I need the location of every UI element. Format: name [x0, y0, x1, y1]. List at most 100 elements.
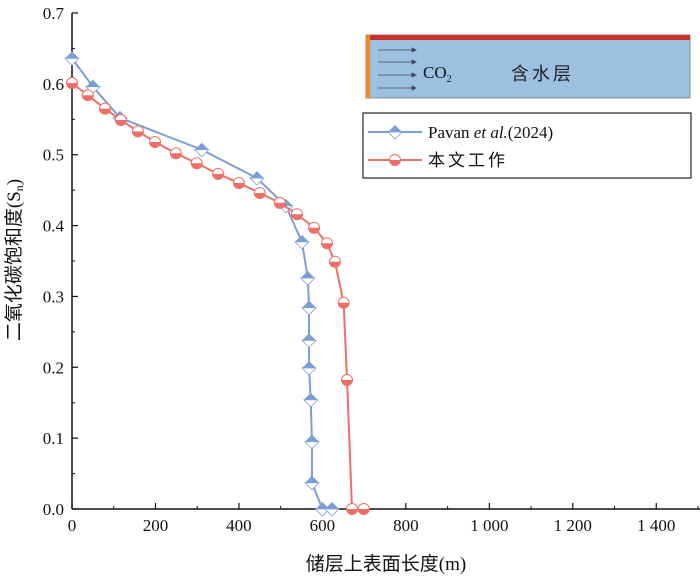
- data-point: [290, 208, 303, 221]
- co2-label: CO2: [423, 63, 452, 85]
- data-point: [328, 255, 341, 268]
- y-tick-label: 0.2: [43, 358, 64, 377]
- y-axis-label: 二氧化碳饱和度(Sn): [3, 179, 26, 341]
- circle-marker-fill: [291, 214, 303, 220]
- legend-label-this-work: 本文工作: [428, 151, 508, 170]
- diamond-marker-bottom: [324, 508, 340, 517]
- data-point: [357, 503, 370, 515]
- diamond-marker-bottom: [387, 131, 403, 140]
- x-tick-label: 800: [393, 516, 419, 535]
- data-point: [304, 475, 320, 491]
- circle-marker-fill: [389, 160, 401, 166]
- series-line: [71, 57, 332, 510]
- diamond-marker-bottom: [293, 241, 310, 250]
- diamond-marker-bottom: [64, 57, 80, 66]
- diamond-marker-bottom: [248, 177, 265, 186]
- circle-marker-fill: [115, 119, 127, 126]
- diamond-marker-bottom: [314, 508, 331, 517]
- x-tick-label: 0: [68, 516, 77, 535]
- data-point: [98, 102, 111, 115]
- circle-marker-fill: [82, 95, 94, 101]
- data-point: [324, 502, 340, 517]
- diamond-marker-top: [388, 125, 402, 132]
- diamond-marker-top: [65, 51, 79, 59]
- x-tick-label: 1 000: [470, 516, 508, 535]
- data-point: [337, 296, 350, 309]
- circle-marker-fill: [346, 509, 358, 515]
- circle-marker-fill: [341, 380, 353, 386]
- diamond-marker-top: [303, 392, 318, 400]
- data-point: [66, 77, 78, 90]
- diamond-marker-top: [294, 234, 309, 242]
- diamond-marker-top: [324, 502, 339, 509]
- data-point: [190, 157, 203, 170]
- y-tick-label: 0.1: [43, 429, 64, 448]
- data-point: [149, 135, 162, 148]
- data-point: [81, 89, 94, 102]
- diamond-marker-bottom: [304, 482, 320, 491]
- x-tick-label: 1 200: [554, 516, 592, 535]
- series-line: [71, 82, 364, 510]
- data-point: [301, 300, 318, 316]
- diamond-marker-top: [302, 360, 317, 368]
- data-point: [193, 142, 210, 158]
- legend-item-pavan: Pavan et al.(2024): [368, 123, 553, 142]
- circle-marker-fill: [254, 192, 266, 199]
- series-layer: [64, 51, 370, 517]
- diamond-marker-bottom: [302, 399, 319, 408]
- data-point: [346, 503, 359, 515]
- circle-marker-fill: [329, 261, 341, 268]
- legend-marker-diamond-icon: [387, 125, 403, 140]
- circle-marker-fill: [99, 108, 111, 115]
- diamond-marker-top: [304, 434, 319, 442]
- y-tick-label: 0.7: [43, 4, 65, 23]
- legend: Pavan et al.(2024) 本文工作: [362, 112, 692, 179]
- diamond-marker-top: [315, 502, 330, 509]
- data-point: [308, 221, 321, 234]
- data-point: [114, 113, 127, 126]
- diamond-marker-top: [249, 171, 264, 179]
- circle-marker-fill: [149, 141, 161, 148]
- circle-marker-fill: [132, 131, 144, 137]
- data-point: [232, 177, 245, 190]
- y-tick-label: 0.4: [43, 217, 65, 236]
- caprock-layer: [366, 35, 690, 40]
- data-point: [299, 271, 316, 286]
- diamond-marker-bottom: [193, 149, 210, 158]
- legend-label-pavan: Pavan et al.(2024): [428, 123, 553, 142]
- diamond-marker-bottom: [304, 441, 320, 450]
- circle-marker-fill: [321, 243, 333, 249]
- circle-marker-fill: [233, 183, 245, 189]
- diamond-marker-top: [304, 475, 319, 483]
- series-pavan: [64, 51, 340, 517]
- diamond-marker-bottom: [299, 277, 316, 286]
- legend-marker-circle-icon: [389, 154, 401, 166]
- x-tick-label: 400: [226, 516, 252, 535]
- data-point: [64, 51, 80, 66]
- data-point: [301, 360, 318, 376]
- aquifer-layer: [365, 34, 691, 99]
- legend-item-this-work: 本文工作: [368, 151, 508, 170]
- data-point: [293, 234, 310, 250]
- circle-marker-fill: [66, 83, 78, 89]
- data-point: [169, 147, 182, 160]
- diamond-marker-top: [85, 79, 100, 87]
- diamond-marker-bottom: [301, 307, 318, 316]
- data-point: [212, 167, 225, 180]
- x-tick-label: 200: [143, 516, 169, 535]
- axes: 0 200 400 600 800 1 000 1 200 1 400 0.0 0.1 0.2 0.3…: [43, 4, 700, 535]
- diamond-marker-bottom: [301, 367, 318, 376]
- circle-marker-fill: [212, 173, 224, 180]
- data-point: [273, 196, 286, 209]
- circle-marker-fill: [274, 202, 286, 209]
- x-axis-label: 储层上表面长度(m): [306, 553, 466, 575]
- x-tick-label: 1 400: [637, 516, 675, 535]
- diamond-marker-top: [300, 271, 315, 279]
- diamond-marker-top: [302, 333, 317, 341]
- data-point: [248, 171, 265, 186]
- y-tick-label: 0.5: [43, 146, 64, 165]
- data-point: [341, 374, 354, 387]
- data-point: [131, 125, 144, 138]
